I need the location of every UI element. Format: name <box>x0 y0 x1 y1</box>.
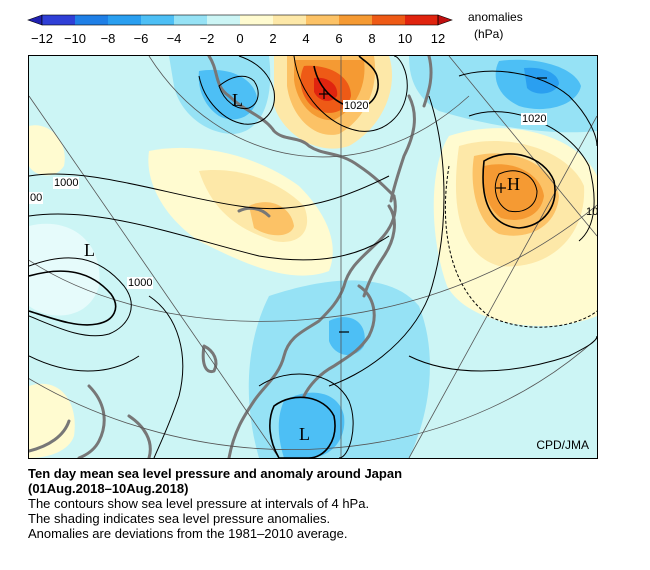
anomaly-colorbar: −12 −10 −8 −6 −4 −2 0 2 4 6 8 10 12 anomalies (hPa) <box>27 10 523 46</box>
contour-label-1020-north: 1020 <box>343 100 370 112</box>
colorbar-cells <box>27 14 453 26</box>
colorbar-cell <box>273 15 306 25</box>
south-negative-anomaly-core <box>278 392 345 458</box>
colorbar-tick-label: −2 <box>200 31 215 46</box>
coastlines <box>29 56 433 458</box>
colorbar-cell <box>240 15 273 25</box>
contour-label-1000-west: 1000 <box>53 177 80 189</box>
colorbar-tick-label: −12 <box>31 31 53 46</box>
colorbar-cell <box>42 15 75 25</box>
colorbar-label-line2: (hPa) <box>474 27 503 41</box>
low-center-north: L <box>232 90 243 110</box>
pressure-contours <box>29 56 597 458</box>
caption: Ten day mean sea level pressure and anom… <box>28 466 628 541</box>
colorbar-tick-label: 0 <box>236 31 243 46</box>
colorbar-cell <box>207 15 240 25</box>
colorbar-cell <box>339 15 372 25</box>
caption-shading-note: The shading indicates sea level pressure… <box>28 511 331 526</box>
colorbar-tick-label: 4 <box>302 31 309 46</box>
colorbar-ticks: −12 −10 −8 −6 −4 −2 0 2 4 6 8 10 12 <box>31 31 445 46</box>
contour-label-left-edge: 00 <box>29 192 44 204</box>
colorbar-tick-label: −6 <box>134 31 149 46</box>
colorbar-cell <box>174 15 207 25</box>
contour-label-1020-east: 1020 <box>521 113 548 125</box>
pressure-center-markers <box>319 77 547 333</box>
colorbar-cell <box>141 15 174 25</box>
contour-label-1000-southwest: 1000 <box>127 277 154 289</box>
west-neutral-area <box>29 223 100 316</box>
colorbar-label-line1: anomalies <box>468 10 523 24</box>
low-center-west: L <box>84 240 95 260</box>
high-center-east: H <box>507 174 520 194</box>
colorbar-cell <box>306 15 339 25</box>
caption-contour-note: The contours show sea level pressure at … <box>28 496 370 511</box>
west-positive-anomaly <box>29 125 65 176</box>
caption-title: Ten day mean sea level pressure and anom… <box>28 466 403 481</box>
colorbar-tick-label: 6 <box>335 31 342 46</box>
northeast-negative-anomaly-peak <box>524 67 559 94</box>
colorbar-low-arrow <box>27 14 43 26</box>
east-positive-anomaly-core <box>483 164 544 220</box>
southwest-positive-anomaly <box>29 383 75 458</box>
colorbar-cell <box>75 15 108 25</box>
colorbar-tick-label: −10 <box>64 31 86 46</box>
colorbar-cell <box>405 15 438 25</box>
colorbar-tick-label: −4 <box>167 31 182 46</box>
colorbar-cell <box>108 15 141 25</box>
colorbar-tick-label: 2 <box>269 31 276 46</box>
contour-label-right-edge: 10 <box>586 206 598 218</box>
anomaly-shading <box>29 56 597 458</box>
colorbar-tick-label: −8 <box>101 31 116 46</box>
colorbar-border <box>41 14 439 26</box>
colorbar-high-arrow <box>437 14 453 26</box>
colorbar-cell <box>372 15 405 25</box>
credit-label: CPD/JMA <box>536 438 589 452</box>
colorbar-tick-label: 10 <box>398 31 412 46</box>
japan-negative-anomaly <box>329 317 365 356</box>
pressure-anomaly-map: L L L H 1020 1020 1000 1000 00 10 CPD/JM… <box>28 55 598 459</box>
caption-baseline-note: Anomalies are deviations from the 1981–2… <box>28 526 348 541</box>
colorbar-tick-label: 8 <box>368 31 375 46</box>
colorbar-tick-label: 12 <box>431 31 445 46</box>
graticule <box>29 56 597 458</box>
low-center-south: L <box>299 424 310 444</box>
caption-period: (01Aug.2018–10Aug.2018) <box>28 481 189 496</box>
